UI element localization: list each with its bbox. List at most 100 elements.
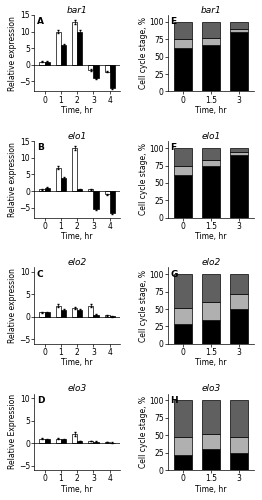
Bar — [105, 442, 110, 443]
Bar — [174, 22, 192, 38]
Bar — [56, 168, 61, 191]
Bar — [105, 316, 110, 317]
Bar — [174, 166, 192, 174]
X-axis label: Time, hr: Time, hr — [195, 106, 227, 115]
Bar — [88, 65, 94, 70]
Bar — [72, 308, 77, 317]
Text: A: A — [37, 18, 44, 26]
Bar — [230, 29, 248, 32]
Title: elo1: elo1 — [68, 132, 87, 141]
Bar — [77, 190, 83, 191]
Bar — [174, 400, 192, 438]
Bar — [56, 32, 61, 65]
Bar — [77, 310, 83, 317]
Bar — [174, 148, 192, 166]
Bar — [202, 148, 220, 160]
Bar — [72, 22, 77, 65]
Bar — [94, 314, 99, 317]
Bar — [45, 188, 50, 191]
Bar — [56, 438, 61, 443]
Bar — [230, 32, 248, 92]
X-axis label: Time, hr: Time, hr — [195, 358, 227, 368]
Text: H: H — [170, 396, 178, 405]
Bar — [202, 320, 220, 344]
Title: elo2: elo2 — [68, 258, 87, 268]
Bar — [105, 191, 110, 194]
Bar — [202, 22, 220, 38]
X-axis label: Time, hr: Time, hr — [62, 358, 93, 368]
Bar — [174, 274, 192, 308]
Bar — [174, 454, 192, 470]
Bar — [88, 306, 94, 317]
Bar — [61, 45, 66, 65]
Bar — [230, 294, 248, 309]
Title: bar1: bar1 — [201, 6, 221, 15]
Bar — [230, 274, 248, 294]
Text: E: E — [170, 18, 177, 26]
Bar — [202, 434, 220, 449]
Text: F: F — [170, 144, 177, 152]
Bar — [45, 440, 50, 443]
Bar — [88, 441, 94, 443]
Bar — [40, 438, 45, 443]
Y-axis label: Cell cycle stage, %: Cell cycle stage, % — [139, 270, 148, 342]
Bar — [40, 62, 45, 65]
Bar — [202, 449, 220, 470]
Text: G: G — [170, 270, 178, 278]
X-axis label: Time, hr: Time, hr — [62, 232, 93, 241]
Title: elo3: elo3 — [201, 384, 221, 394]
Y-axis label: Relative expression: Relative expression — [8, 16, 17, 90]
Bar — [230, 438, 248, 452]
Bar — [105, 65, 110, 71]
Bar — [174, 38, 192, 48]
X-axis label: Time, hr: Time, hr — [195, 232, 227, 241]
Text: B: B — [37, 144, 43, 152]
Bar — [61, 440, 66, 443]
Bar — [230, 155, 248, 218]
Bar — [40, 312, 45, 317]
Y-axis label: Relative expression: Relative expression — [8, 268, 17, 343]
Bar — [202, 302, 220, 320]
Bar — [40, 190, 45, 191]
Bar — [174, 324, 192, 344]
Title: bar1: bar1 — [67, 6, 88, 15]
Bar — [61, 178, 66, 191]
Bar — [94, 191, 99, 210]
Bar — [61, 310, 66, 317]
Bar — [94, 65, 99, 78]
Bar — [230, 22, 248, 29]
Title: elo3: elo3 — [68, 384, 87, 394]
Title: elo2: elo2 — [201, 258, 221, 268]
Bar — [77, 32, 83, 65]
Bar — [56, 306, 61, 317]
Bar — [202, 160, 220, 166]
Y-axis label: Cell cycle stage, %: Cell cycle stage, % — [139, 17, 148, 89]
Y-axis label: Relative Expression: Relative Expression — [8, 394, 17, 469]
Bar — [230, 148, 248, 152]
Bar — [174, 174, 192, 218]
Y-axis label: Cell cycle stage, %: Cell cycle stage, % — [139, 144, 148, 216]
Bar — [88, 190, 94, 191]
Bar — [45, 312, 50, 317]
X-axis label: Time, hr: Time, hr — [62, 484, 93, 494]
Bar — [72, 148, 77, 191]
Bar — [230, 452, 248, 470]
Bar — [202, 45, 220, 92]
Bar — [202, 400, 220, 434]
Bar — [110, 191, 115, 212]
X-axis label: Time, hr: Time, hr — [62, 106, 93, 115]
Bar — [174, 48, 192, 92]
Bar — [45, 62, 50, 65]
X-axis label: Time, hr: Time, hr — [195, 484, 227, 494]
Bar — [230, 400, 248, 438]
Y-axis label: Relative expression: Relative expression — [8, 142, 17, 217]
Bar — [72, 434, 77, 443]
Bar — [77, 441, 83, 443]
Bar — [202, 166, 220, 218]
Y-axis label: Cell cycle stage, %: Cell cycle stage, % — [139, 396, 148, 468]
Title: elo1: elo1 — [201, 132, 221, 141]
Bar — [94, 442, 99, 443]
Bar — [230, 152, 248, 155]
Bar — [174, 438, 192, 454]
Bar — [110, 65, 115, 88]
